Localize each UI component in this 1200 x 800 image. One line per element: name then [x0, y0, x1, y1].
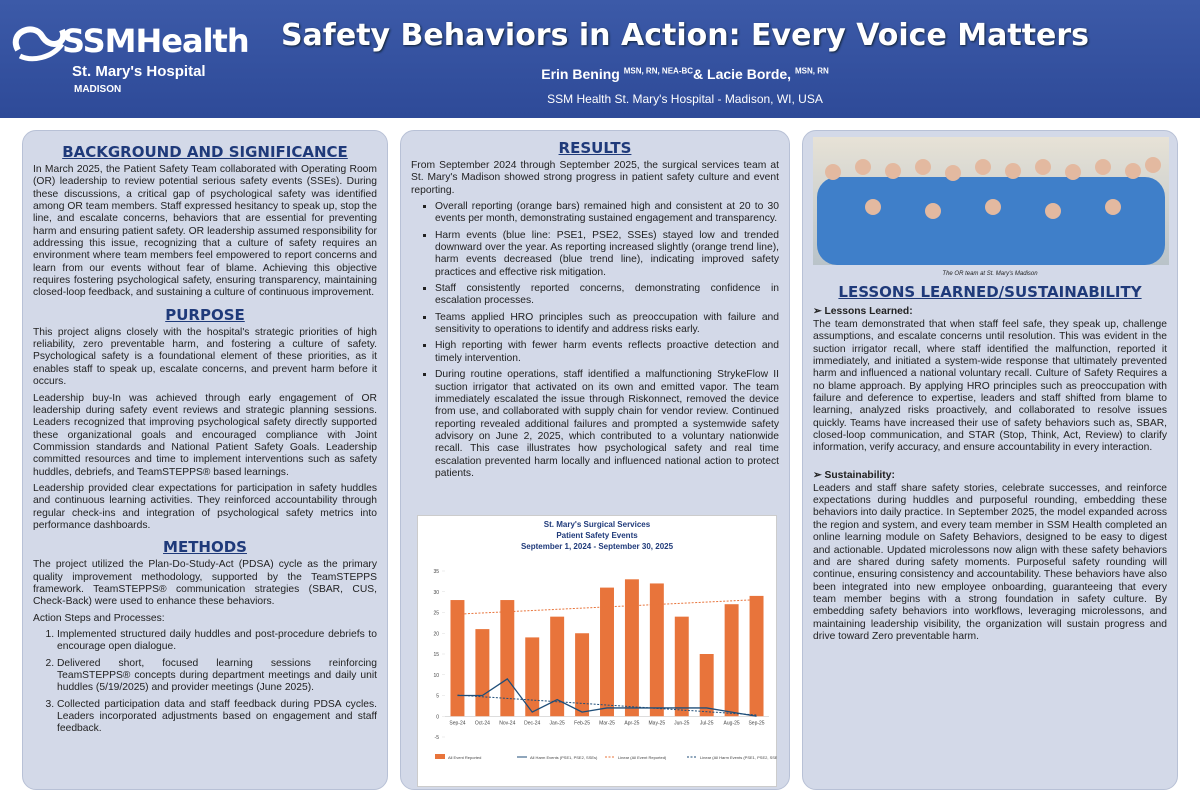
label-text: Sustainability: [824, 469, 895, 481]
affiliation: SSM Health St. Mary's Hospital - Madison… [547, 92, 823, 106]
x-tick-label: Oct-24 [475, 720, 490, 726]
bullet: Teams applied HRO principles such as pre… [435, 312, 779, 337]
photo-caption: The OR team at St. Mary's Madison [942, 271, 1038, 277]
y-tick-label: 30 [433, 590, 439, 596]
paragraph: This project aligns closely with the hos… [33, 326, 377, 388]
step: Collected participation data and staff f… [57, 699, 377, 736]
legend-label: All Harm Events (PSE1, PSE2, SSEs) [530, 755, 598, 760]
legend-swatch [435, 754, 445, 759]
credentials: MSN, RN [794, 66, 829, 76]
middle-panel: RESULTS From September 2024 through Sept… [400, 130, 790, 790]
trend-line [457, 599, 757, 615]
heading: LESSONS LEARNED/SUSTAINABILITY [838, 283, 1142, 301]
paragraph: The team demonstrated that when staff fe… [813, 319, 1167, 454]
step: Implemented structured daily huddles and… [57, 629, 377, 654]
logo-icon [12, 26, 67, 62]
paragraph: From September 2024 through September 20… [411, 160, 779, 196]
x-tick-label: Jul-25 [700, 720, 714, 726]
bullet: During routine operations, staff identif… [435, 369, 779, 480]
bar [450, 600, 465, 717]
bar [724, 604, 739, 717]
chart-title: St. Mary's Surgical Services [544, 520, 651, 529]
y-tick-label: 15 [433, 652, 439, 658]
label: ➢ Sustainability: [813, 469, 895, 481]
x-tick-label: Dec-24 [524, 720, 540, 726]
chart-title: Patient Safety Events [556, 531, 638, 540]
heading: BACKGROUND AND SIGNIFICANCE [62, 143, 348, 161]
paragraph: Leadership provided clear expectations f… [33, 482, 377, 531]
bar [500, 600, 515, 717]
trend-line [457, 694, 757, 716]
bar [649, 583, 664, 717]
label-text: Lessons Learned: [824, 306, 913, 317]
steps: Implemented structured daily huddles and… [33, 629, 377, 736]
left-panel: BACKGROUND AND SIGNIFICANCE In March 202… [22, 130, 388, 790]
bullet: High reporting with fewer harm events re… [435, 340, 779, 365]
bar [550, 616, 565, 717]
author: & Lacie Borde, [693, 66, 792, 82]
bar [525, 637, 540, 717]
y-tick-label: 35 [433, 569, 439, 575]
heading: RESULTS [558, 139, 632, 157]
label: Action Steps and Processes: [33, 612, 165, 624]
y-tick-label: 5 [436, 694, 439, 700]
team-photo [813, 137, 1169, 265]
brand: SSMHealth [62, 22, 250, 60]
paragraph: Leaders and staff share safety stories, … [813, 482, 1167, 642]
chart-title: September 1, 2024 - September 30, 2025 [521, 542, 674, 551]
bullet: Staff consistently reported concerns, de… [435, 283, 779, 308]
label: ➢ Lessons Learned: [813, 306, 913, 317]
x-tick-label: Sep-25 [748, 720, 764, 726]
bar [749, 595, 764, 717]
authors: Erin Bening MSN, RN, NEA-BC& Lacie Borde… [250, 66, 1120, 82]
header: SSMHealth St. Mary's Hospital MADISON Sa… [0, 0, 1200, 118]
hospital: St. Mary's Hospital [72, 63, 206, 80]
right-panel: The OR team at St. Mary's Madison LESSON… [802, 130, 1178, 790]
x-tick-label: Jan-25 [550, 720, 566, 726]
y-tick-label: -5 [435, 735, 440, 741]
paragraph: Leadership buy-In was achieved through e… [33, 392, 377, 478]
x-tick-label: Jun-25 [674, 720, 690, 726]
harm-line [457, 678, 757, 717]
x-tick-label: Sep-24 [449, 720, 465, 726]
bar [575, 633, 590, 717]
credentials: MSN, RN, NEA-BC [623, 66, 694, 76]
author: Erin Bening [541, 66, 620, 82]
x-tick-label: Mar-25 [599, 720, 615, 726]
bullet: Overall reporting (orange bars) remained… [435, 201, 779, 226]
legend-label: All Event Reported [448, 755, 481, 760]
y-tick-label: 20 [433, 631, 439, 637]
chart-border [417, 515, 777, 787]
x-tick-label: Feb-25 [574, 720, 590, 726]
paragraph: The project utilized the Plan-Do-Study-A… [33, 559, 377, 608]
x-tick-label: Apr-25 [624, 720, 639, 726]
y-tick-label: 0 [436, 714, 439, 720]
bullets: Overall reporting (orange bars) remained… [411, 201, 779, 480]
heading: METHODS [163, 538, 247, 557]
heading: PURPOSE [165, 305, 245, 324]
title: Safety Behaviors in Action: Every Voice … [280, 18, 1090, 53]
x-tick-label: Nov-24 [499, 720, 515, 726]
bar [699, 654, 714, 717]
x-tick-label: Aug-25 [724, 720, 740, 726]
y-tick-label: 10 [433, 673, 439, 679]
legend-label: Linear (All Event Reported) [618, 755, 667, 760]
legend-label: Linear (All Harm Events (PSE1, PSE2, SSE… [700, 755, 777, 760]
bullet: Harm events (blue line: PSE1, PSE2, SSEs… [435, 230, 779, 279]
bar [600, 587, 614, 717]
step: Delivered short, focused learning sessio… [57, 658, 377, 695]
paragraph: In March 2025, the Patient Safety Team c… [33, 164, 377, 299]
bar [624, 579, 639, 717]
y-tick-label: 25 [433, 611, 439, 617]
bar [475, 629, 490, 717]
x-tick-label: May-25 [649, 720, 666, 726]
chart: St. Mary's Surgical Services Patient Safe… [417, 515, 777, 787]
bar [674, 616, 689, 717]
city: MADISON [74, 84, 122, 95]
